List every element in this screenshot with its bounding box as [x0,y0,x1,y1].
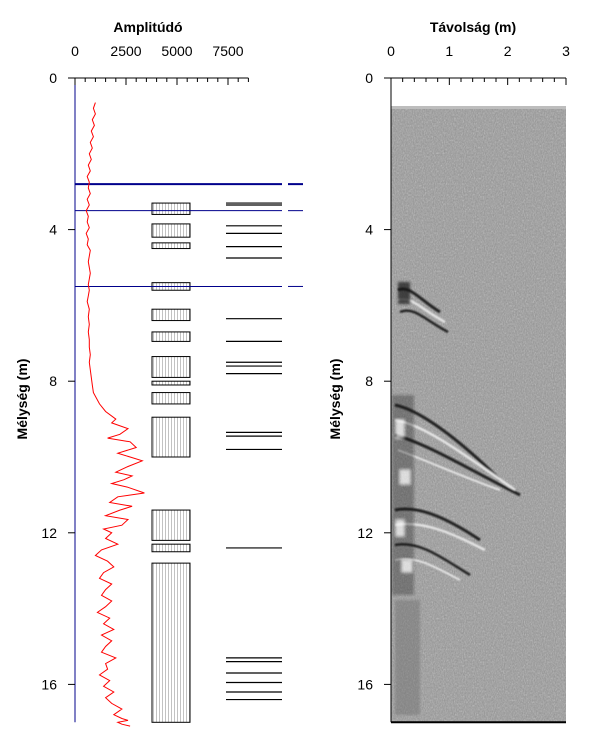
left-axes [68,77,249,723]
interval-box [151,223,191,238]
event-lines [226,202,282,701]
right-depth-tick-label: 12 [357,525,373,541]
right-depth-axis-title: Mélység (m) [327,359,343,440]
left-depth-axis-title: Mélység (m) [14,359,30,440]
left-depth-tick-label: 4 [49,222,57,238]
distance-tick-label: 0 [387,43,395,59]
left-depth-tick-label: 8 [49,373,57,389]
left-depth-tick-label: 0 [49,70,57,86]
interval-box [151,202,191,215]
interval-box [151,242,191,250]
interval-box [151,308,191,322]
interval-box [151,543,191,553]
amplitude-tick-label: 5000 [161,43,192,59]
amplitude-axis-title: Amplitúdó [113,19,182,35]
interval-box [151,380,191,386]
interval-box [151,331,191,342]
amplitude-panel: Amplitúdó Mélység (m) [14,19,303,727]
radargram-image [391,106,566,723]
amplitude-series-line [85,102,145,727]
radargram-panel: Távolság (m) Mélység (m) [327,19,567,724]
amplitude-tick-label: 7500 [212,43,243,59]
horizontal-markers [75,183,303,287]
interval-box [151,392,191,405]
left-depth-tick-label: 12 [41,525,57,541]
right-axes [384,77,567,724]
interval-box [151,562,191,723]
distance-tick-label: 2 [504,43,512,59]
right-depth-tick-label: 4 [365,222,373,238]
distance-tick-label: 3 [562,43,570,59]
right-depth-tick-label: 8 [365,373,373,389]
interval-box [151,509,191,541]
amplitude-tick-label: 2500 [110,43,141,59]
interval-box [151,356,191,378]
interval-boxes [151,202,191,723]
left-depth-tick-label: 16 [41,676,57,692]
distance-tick-label: 1 [445,43,453,59]
amplitude-tick-label: 0 [71,43,79,59]
right-depth-tick-label: 16 [357,676,373,692]
right-depth-tick-label: 0 [365,70,373,86]
interval-box [151,416,191,458]
distance-axis-title: Távolság (m) [430,19,516,35]
